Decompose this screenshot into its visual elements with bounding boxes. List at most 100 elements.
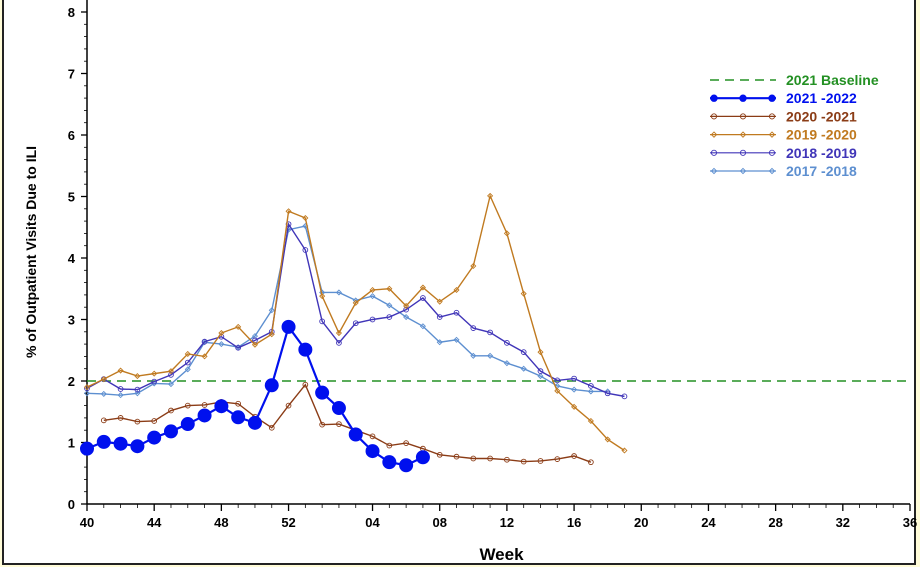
data-point (739, 167, 747, 175)
x-tick-label: 20 (634, 515, 648, 530)
series-line (86, 225, 608, 396)
data-point (537, 458, 544, 464)
data-point (134, 418, 141, 425)
legend-entry: 2017 -2018 (710, 163, 857, 179)
y-tick-label: 6 (68, 128, 75, 143)
data-point (487, 352, 494, 359)
data-point (184, 402, 191, 409)
data-point (588, 459, 594, 466)
series-2017-2018 (83, 222, 611, 399)
data-point (386, 285, 393, 292)
x-tick-label: 04 (365, 515, 380, 530)
legend-entry: 2021 Baseline (710, 72, 879, 88)
data-point (352, 299, 359, 306)
series-2021-2022 (80, 319, 430, 473)
data-point (604, 436, 611, 443)
data-point (264, 378, 279, 393)
data-point (621, 393, 628, 400)
data-point (571, 453, 577, 459)
data-point (201, 402, 208, 408)
data-point (100, 376, 107, 383)
data-point (268, 424, 275, 431)
x-tick-label: 40 (80, 515, 94, 530)
y-tick-label: 8 (68, 5, 75, 20)
data-point (130, 439, 145, 454)
legend-entry: 2020 -2021 (710, 108, 857, 124)
y-tick-label: 3 (68, 313, 75, 328)
data-point (302, 214, 309, 222)
x-axis-title: Week (479, 545, 524, 564)
legend-label: 2021 Baseline (786, 72, 879, 88)
data-point (180, 417, 195, 432)
data-point (168, 372, 174, 378)
data-point (235, 400, 242, 407)
data-point (403, 314, 410, 321)
series-line (86, 222, 625, 398)
series-2020-2021 (100, 381, 594, 466)
legend-label: 2018 -2019 (786, 145, 857, 161)
data-point (298, 342, 313, 357)
data-point (184, 350, 191, 357)
data-point (453, 453, 460, 460)
data-point (436, 314, 443, 320)
data-point (315, 385, 330, 400)
data-point (768, 113, 776, 120)
data-point (554, 387, 561, 394)
data-point (184, 366, 191, 373)
data-point (285, 402, 292, 409)
legend-label: 2021 -2022 (786, 90, 857, 106)
legend-label: 2020 -2021 (786, 108, 857, 124)
data-point (302, 381, 309, 388)
y-tick-label: 1 (68, 436, 75, 451)
data-point (201, 338, 208, 345)
data-point (168, 407, 174, 414)
data-point (453, 336, 460, 343)
data-point (80, 441, 94, 456)
data-point (587, 388, 594, 395)
data-point (571, 375, 577, 382)
data-point (453, 309, 460, 316)
legend-label: 2017 -2018 (786, 163, 857, 179)
x-tick-label: 24 (701, 515, 716, 530)
x-tick-label: 36 (903, 515, 917, 530)
data-point (96, 434, 111, 449)
data-point (571, 386, 578, 393)
data-point (554, 456, 561, 462)
data-point (151, 370, 158, 377)
data-point (710, 167, 718, 175)
data-point (268, 331, 275, 338)
data-point (436, 298, 443, 305)
data-point (537, 368, 544, 375)
data-point (403, 302, 410, 310)
data-point (335, 329, 342, 337)
data-point (739, 94, 747, 102)
data-point (420, 295, 426, 301)
data-point (419, 284, 426, 291)
x-axis-ticks: 40 44 48 52 04 08 12 16 20 24 28 32 36 (80, 504, 917, 530)
data-point (369, 286, 376, 294)
data-point (386, 302, 393, 309)
legend-entry: 2021 -2022 (710, 90, 857, 106)
data-point (453, 286, 460, 294)
legend-entry: 2019 -2020 (710, 127, 857, 143)
data-point (147, 430, 162, 445)
data-point (319, 318, 325, 325)
data-point (184, 359, 191, 366)
data-point (415, 450, 430, 465)
data-point (470, 352, 477, 359)
data-point (487, 329, 493, 336)
data-point (302, 247, 309, 253)
data-point (503, 360, 510, 367)
data-point (487, 455, 493, 462)
data-point (537, 373, 544, 380)
data-point (520, 365, 527, 372)
data-point (739, 131, 747, 138)
data-point (403, 440, 409, 446)
data-point (710, 149, 718, 156)
data-point (319, 293, 326, 300)
y-axis-title: % of Outpatient Visits Due to ILI (23, 146, 39, 358)
y-tick-label: 5 (68, 190, 75, 205)
data-point (352, 320, 359, 327)
data-point (235, 344, 242, 351)
